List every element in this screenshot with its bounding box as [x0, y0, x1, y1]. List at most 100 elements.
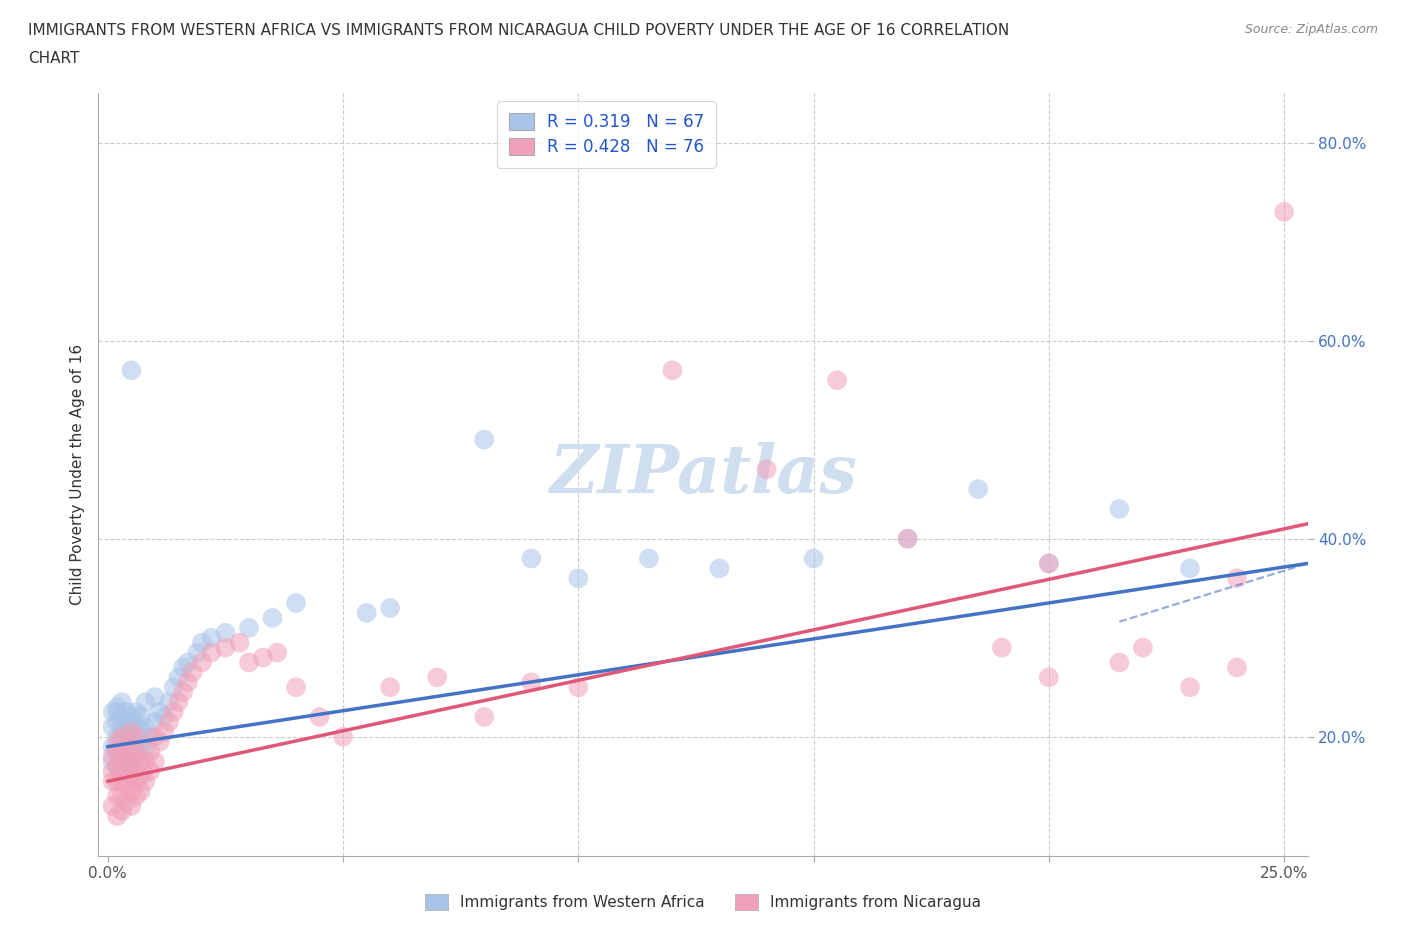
- Point: [111, 754, 134, 769]
- Point: [125, 789, 148, 804]
- Point: [120, 735, 142, 750]
- Point: [755, 462, 778, 477]
- Point: [111, 804, 134, 818]
- Point: [111, 744, 134, 759]
- Point: [149, 705, 172, 720]
- Point: [120, 769, 142, 784]
- Point: [252, 650, 274, 665]
- Point: [472, 710, 495, 724]
- Point: [115, 774, 138, 789]
- Point: [967, 482, 990, 497]
- Point: [125, 720, 148, 735]
- Text: IMMIGRANTS FROM WESTERN AFRICA VS IMMIGRANTS FROM NICARAGUA CHILD POVERTY UNDER : IMMIGRANTS FROM WESTERN AFRICA VS IMMIGR…: [28, 23, 1010, 38]
- Point: [356, 605, 378, 620]
- Point: [181, 665, 204, 680]
- Point: [163, 680, 186, 695]
- Point: [825, 373, 848, 388]
- Point: [125, 759, 148, 774]
- Point: [101, 774, 124, 789]
- Point: [120, 784, 142, 799]
- Point: [153, 724, 176, 739]
- Point: [105, 729, 128, 744]
- Point: [129, 739, 152, 754]
- Point: [520, 675, 543, 690]
- Point: [520, 551, 543, 566]
- Point: [285, 595, 308, 610]
- Point: [200, 645, 222, 660]
- Point: [115, 705, 138, 720]
- Point: [111, 774, 134, 789]
- Point: [115, 744, 138, 759]
- Point: [111, 759, 134, 774]
- Point: [125, 750, 148, 764]
- Point: [426, 670, 449, 684]
- Point: [134, 754, 156, 769]
- Point: [238, 620, 260, 635]
- Point: [101, 739, 124, 754]
- Point: [125, 705, 148, 720]
- Legend: Immigrants from Western Africa, Immigrants from Nicaragua: Immigrants from Western Africa, Immigran…: [418, 886, 988, 918]
- Point: [111, 720, 134, 735]
- Point: [143, 754, 166, 769]
- Point: [139, 764, 162, 778]
- Point: [105, 759, 128, 774]
- Point: [111, 729, 134, 744]
- Point: [115, 759, 138, 774]
- Point: [134, 774, 156, 789]
- Point: [285, 680, 308, 695]
- Point: [115, 744, 138, 759]
- Point: [200, 631, 222, 645]
- Point: [262, 610, 284, 625]
- Point: [105, 735, 128, 750]
- Point: [191, 655, 214, 670]
- Point: [143, 690, 166, 705]
- Point: [101, 799, 124, 814]
- Point: [115, 714, 138, 729]
- Point: [472, 432, 495, 447]
- Point: [1038, 670, 1060, 684]
- Point: [134, 695, 156, 710]
- Point: [1038, 556, 1060, 571]
- Point: [129, 769, 152, 784]
- Point: [120, 363, 142, 378]
- Point: [101, 720, 124, 735]
- Point: [120, 724, 142, 739]
- Point: [120, 710, 142, 724]
- Point: [105, 714, 128, 729]
- Point: [157, 695, 180, 710]
- Point: [897, 531, 920, 546]
- Point: [638, 551, 661, 566]
- Point: [134, 739, 156, 754]
- Point: [1178, 680, 1201, 695]
- Point: [125, 729, 148, 744]
- Point: [567, 571, 589, 586]
- Point: [709, 561, 731, 576]
- Point: [120, 754, 142, 769]
- Point: [153, 710, 176, 724]
- Point: [105, 789, 128, 804]
- Point: [105, 759, 128, 774]
- Point: [129, 754, 152, 769]
- Text: CHART: CHART: [28, 51, 80, 66]
- Point: [139, 744, 162, 759]
- Point: [1178, 561, 1201, 576]
- Text: ZIPatlas: ZIPatlas: [550, 442, 856, 507]
- Point: [111, 789, 134, 804]
- Point: [803, 551, 825, 566]
- Point: [149, 735, 172, 750]
- Point: [1038, 556, 1060, 571]
- Point: [990, 640, 1012, 655]
- Point: [167, 670, 190, 684]
- Text: Source: ZipAtlas.com: Source: ZipAtlas.com: [1244, 23, 1378, 36]
- Point: [1108, 501, 1130, 516]
- Point: [172, 660, 194, 675]
- Point: [105, 744, 128, 759]
- Point: [101, 750, 124, 764]
- Point: [167, 695, 190, 710]
- Point: [172, 684, 194, 699]
- Point: [186, 645, 208, 660]
- Point: [228, 635, 250, 650]
- Point: [191, 635, 214, 650]
- Point: [120, 739, 142, 754]
- Point: [111, 710, 134, 724]
